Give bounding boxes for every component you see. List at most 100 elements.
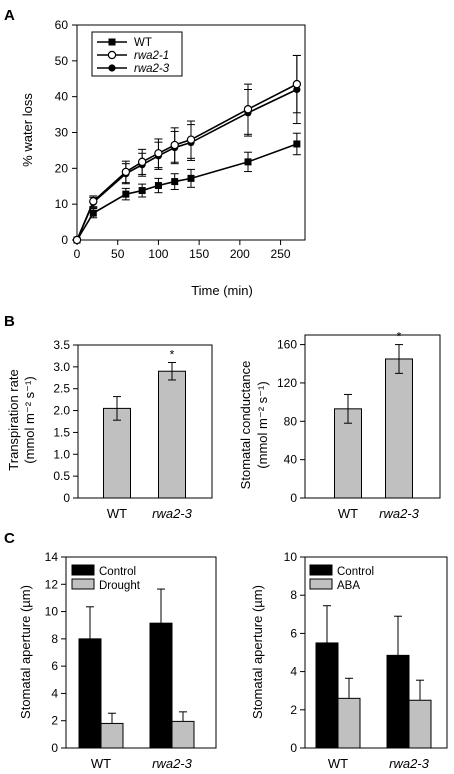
- legend-swatch-Control: [309, 564, 333, 576]
- aperture-aba-plot: 0 2 4 6 8 10 WT rwa2-3 Control ABA: [284, 550, 448, 771]
- category-label: WT: [338, 506, 358, 521]
- data-point-rwa2-1: [186, 135, 196, 144]
- legend-label-rwa2-1: rwa2-1: [134, 50, 169, 62]
- significance-marker: *: [170, 347, 175, 361]
- y-tick-label: 2.5: [53, 382, 70, 396]
- y-tick-label: 10: [284, 550, 298, 564]
- bar-value: [158, 370, 186, 499]
- y-tick-label: 3.5: [53, 338, 70, 352]
- x-tick-label: 200: [230, 247, 250, 261]
- legend-label-rwa2-3: rwa2-3: [134, 63, 170, 75]
- y-tick-label: 8: [290, 588, 297, 602]
- transpiration-ylabel-line1: Transpiration rate: [6, 369, 21, 470]
- series-line-rwa2-1: [76, 83, 298, 241]
- data-point-WT: [154, 182, 162, 190]
- legend-label-Control: Control: [99, 566, 136, 578]
- y-tick-label: 2: [51, 714, 58, 728]
- y-tick-label: 14: [45, 550, 59, 564]
- aperture-drought-plot: 0 2 4 6 8 10 12 14 WT rwa2-3 Control Drought: [45, 550, 217, 771]
- category-label: rwa2-3: [379, 506, 420, 521]
- y-tick-label: 1.5: [53, 425, 70, 439]
- category-label: rwa2-3: [152, 506, 193, 521]
- y-tick-label: 160: [277, 338, 297, 352]
- y-tick-label: 10: [55, 197, 69, 211]
- data-point-rwa2-1: [72, 235, 82, 245]
- data-point-rwa2-1: [154, 149, 163, 158]
- data-point-WT: [187, 174, 195, 182]
- y-tick-label: 40: [284, 453, 298, 467]
- y-tick-label: 0: [290, 491, 297, 505]
- chart-transpiration: Transpiration rate (mmol m⁻² s⁻¹) 0 0.5 1.…: [6, 338, 213, 521]
- aperture-aba-ylabel: Stomatal aperture (µm): [250, 585, 265, 719]
- x-tick-label: 100: [148, 247, 168, 261]
- y-tick-label: 0.5: [53, 469, 70, 483]
- panel-b-letter: B: [4, 313, 15, 330]
- y-tick-label: 8: [51, 632, 58, 646]
- legend-marker-WT: [108, 38, 116, 46]
- bar-ABA: [337, 697, 361, 749]
- conductance-ylabel-line1: Stomatal conductance: [238, 361, 253, 490]
- significance-marker: *: [397, 330, 402, 344]
- y-tick-label: 80: [284, 414, 298, 428]
- transpiration-ylabel-line2: (mmol m⁻² s⁻¹): [22, 376, 37, 463]
- legend-marker-rwa2-1: [107, 50, 117, 60]
- x-tick-label: 50: [111, 247, 125, 261]
- category-label: WT: [107, 506, 127, 521]
- legend-swatch-Drought: [71, 578, 95, 590]
- legend-swatch-Control: [71, 564, 95, 576]
- plot-frame: [304, 334, 441, 499]
- bar-Drought: [100, 722, 124, 749]
- y-tick-label: 0: [61, 233, 68, 247]
- water-loss-series: [72, 54, 302, 245]
- conductance-plot: 0 40 80 120 160 WT * rwa2-3: [277, 330, 441, 521]
- y-tick-label: 60: [55, 18, 69, 32]
- aperture-drought-ylabel: Stomatal aperture (µm): [18, 585, 33, 719]
- y-tick-label: 10: [45, 605, 59, 619]
- y-tick-label: 40: [55, 90, 69, 104]
- category-label: WT: [328, 756, 348, 771]
- bar-Control: [315, 642, 339, 749]
- data-point-WT: [122, 190, 130, 198]
- plot-frame: [65, 556, 217, 749]
- bar-Control: [78, 638, 102, 749]
- y-tick-label: 4: [290, 665, 297, 679]
- panel-a-letter: A: [4, 7, 15, 24]
- y-tick-label: 6: [290, 626, 297, 640]
- legend-marker-rwa2-3: [108, 64, 116, 72]
- chart-aperture-drought: Stomatal aperture (µm) 0 2 4 6 8 10 12 14 WT rwa2…: [18, 550, 217, 771]
- y-tick-label: 4: [51, 686, 58, 700]
- chart-water-loss: % water loss Time (min) 0 10 20 30 40 50 60 0 50…: [20, 18, 306, 298]
- data-point-WT: [138, 187, 146, 195]
- water-loss-ylabel: % water loss: [20, 93, 35, 167]
- conductance-ylabel-line2: (mmol m⁻² s⁻¹): [255, 381, 270, 468]
- y-tick-label: 0: [51, 741, 58, 755]
- data-point-rwa2-1: [121, 167, 131, 177]
- chart-stomatal-conductance: Stomatal conductance (mmol m⁻² s⁻¹) 0 40 8…: [238, 330, 441, 521]
- y-tick-label: 20: [55, 161, 69, 175]
- x-tick-label: 250: [271, 247, 291, 261]
- series-line-rwa2-3: [76, 88, 298, 241]
- y-tick-label: 3.0: [53, 360, 70, 374]
- data-point-rwa2-1: [137, 157, 147, 167]
- category-label: WT: [91, 756, 111, 771]
- water-loss-axes: 0 10 20 30 40 50 60 0 50 100 150 200 250: [55, 18, 306, 261]
- transpiration-plot: 0 0.5 1.0 1.5 2.0 2.5 3.0 3.5 WT * rwa2-3: [53, 338, 213, 521]
- panel-c-letter: C: [4, 530, 15, 547]
- legend-label-WT: WT: [134, 37, 152, 49]
- chart-aperture-aba: Stomatal aperture (µm) 0 2 4 6 8 10 WT rwa2-3 Co…: [250, 550, 448, 771]
- plot-frame: [304, 556, 448, 749]
- y-tick-label: 2.0: [53, 404, 70, 418]
- data-point-rwa2-1: [243, 105, 253, 114]
- legend-label-ABA: ABA: [337, 580, 360, 592]
- bar-Drought: [171, 720, 195, 749]
- legend-label-Drought: Drought: [99, 580, 141, 592]
- y-tick-label: 12: [45, 577, 59, 591]
- x-tick-label: 0: [74, 247, 81, 261]
- category-label: rwa2-3: [152, 756, 193, 771]
- y-tick-label: 50: [55, 54, 69, 68]
- bar-ABA: [408, 699, 432, 749]
- series-line-WT: [76, 143, 298, 241]
- x-tick-label: 150: [189, 247, 209, 261]
